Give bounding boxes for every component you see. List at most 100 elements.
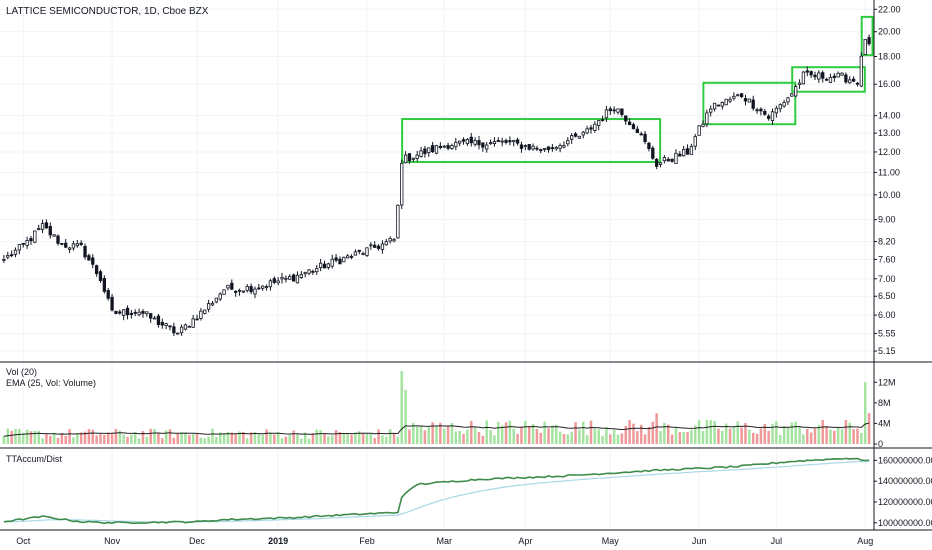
candle-body [369,244,373,247]
candle-body [651,147,655,159]
price-tick-label: 14.00 [878,111,901,121]
indicator-layer [3,457,870,525]
volume-bar [114,428,118,444]
price-tick-label: 6.50 [878,291,896,301]
volume-bar [118,430,122,444]
candle-body [728,98,732,102]
candle-body [427,147,431,153]
volume-bar [574,422,577,444]
volume-bar [778,434,782,444]
time-tick-label: 2019 [268,536,288,546]
volume-bar [732,426,736,444]
volume-bar [423,430,427,444]
volume-bar [218,432,222,444]
candle-body [326,263,331,268]
candle-body [330,258,334,267]
candle-body [504,140,508,143]
candle-body [759,108,763,112]
candle-body [342,256,346,263]
candle-body [755,109,759,112]
volume-bar [516,433,519,444]
volume-bar [346,433,349,444]
volume-bar [226,431,230,444]
volume-bar [273,434,276,444]
candle-body [384,241,388,246]
volume-bar [153,429,156,444]
candle-body [129,312,134,315]
volume-bar [245,438,249,444]
candle-body [828,76,833,83]
candle-body [566,140,570,145]
indicator-tick-label: 140000000.00 [878,476,932,486]
price-tick-label: 7.00 [878,274,896,284]
candle-body [214,297,219,303]
candle-body [689,146,694,155]
volume-bar [663,422,666,444]
volume-bar [400,370,403,444]
volume-bar [763,423,767,444]
volume-bar [184,432,187,444]
volume-bar [489,430,492,444]
candle-body [585,128,589,134]
volume-bar [497,421,500,444]
candle-body [307,269,311,274]
volume-bar [682,431,685,444]
candle-body [392,239,396,242]
volume-bar [547,428,550,444]
candle-body [674,152,678,164]
indicator-tick-label: 160000000.00 [878,455,932,465]
volume-bar [72,437,75,444]
candle-body [647,142,651,149]
candle-body [264,286,269,289]
candle-body [662,157,667,162]
volume-bar [358,431,361,444]
volume-bar [168,429,172,444]
volume-bar [655,413,658,444]
time-tick-label: Jun [692,536,707,546]
volume-bar [809,432,813,444]
candle-body [701,123,705,127]
highlight-box [702,81,797,126]
volume-bar [338,431,342,444]
candle-body [261,285,265,289]
candle-body [71,243,76,249]
candle-body [817,72,821,80]
volume-bar [203,438,207,444]
candle-body [705,112,709,125]
candle-body [712,102,717,110]
candle-body [195,318,199,321]
volume-bar [18,428,21,444]
candle-body [612,109,616,112]
volume-bar [643,434,647,444]
price-tick-label: 10.00 [878,190,901,200]
candle-body [763,111,767,115]
candle-body [87,255,91,261]
candle-body [102,278,107,292]
price-tick-label: 7.60 [878,254,896,264]
candle-body [539,149,543,152]
volume-bar [149,428,152,444]
candle-body [867,37,871,45]
candle-body [519,144,524,149]
candle-body [631,124,636,130]
time-tick-label: Nov [104,536,121,546]
volume-bar [721,431,724,444]
volume-bar [860,432,863,444]
volume-tick-label: 12M [878,377,896,387]
volume-bar [802,434,805,444]
volume-bar [419,426,423,444]
volume-bar [361,432,365,444]
volume-tick-label: 4M [878,418,891,428]
volume-bar [284,436,288,444]
volume-layer [2,370,871,444]
time-axis: Oct Nov Dec 2019 Feb Mar Apr May Jun Jul Aug [16,536,873,546]
volume-bar [2,436,6,444]
volume-bar [705,419,709,444]
candle-body [172,326,176,334]
volume-bar [836,427,840,444]
volume-bar [466,429,469,444]
volume-bar [639,424,643,444]
volume-bar [678,432,682,444]
candle-body [693,136,697,147]
indicator-tick-label: 100000000.00 [878,518,932,528]
